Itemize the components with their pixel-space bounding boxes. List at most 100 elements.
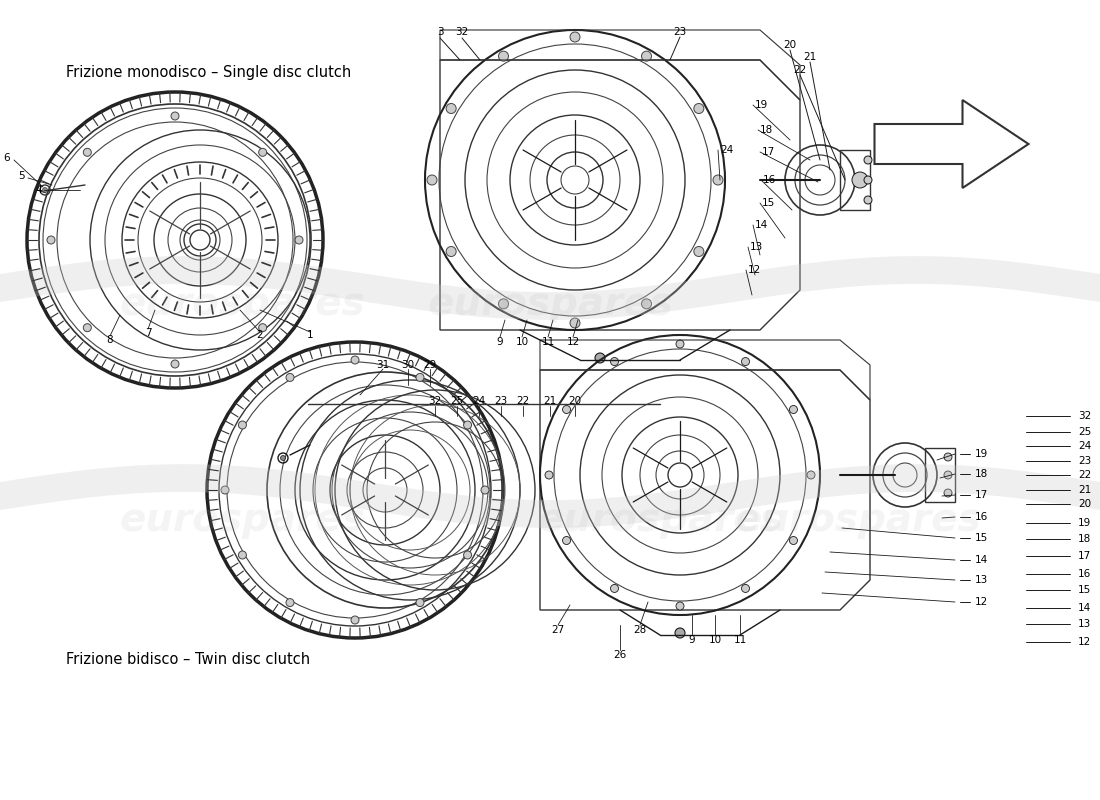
Text: 28: 28 [634, 625, 647, 635]
Text: 17: 17 [762, 147, 776, 157]
Text: 17: 17 [975, 490, 988, 500]
Circle shape [481, 486, 490, 494]
Circle shape [944, 489, 952, 497]
Circle shape [944, 471, 952, 479]
Circle shape [641, 51, 651, 61]
Text: 9: 9 [689, 635, 695, 645]
Text: 14: 14 [755, 220, 768, 230]
Text: 21: 21 [1078, 485, 1091, 494]
Text: 30: 30 [402, 360, 415, 370]
Text: eurospares: eurospares [119, 285, 365, 323]
Text: 25: 25 [1078, 427, 1091, 437]
Text: 25: 25 [450, 396, 463, 406]
Text: eurospares: eurospares [427, 285, 673, 323]
Text: eurospares: eurospares [735, 501, 981, 539]
Text: 18: 18 [975, 469, 988, 479]
Text: 2: 2 [256, 330, 263, 340]
Circle shape [807, 471, 815, 479]
Circle shape [47, 236, 55, 244]
Text: 13: 13 [1078, 619, 1091, 629]
Text: 3: 3 [437, 27, 443, 37]
Text: 22: 22 [1078, 470, 1091, 480]
Circle shape [790, 537, 798, 545]
Text: eurospares: eurospares [537, 501, 783, 539]
Circle shape [852, 172, 868, 188]
Circle shape [694, 103, 704, 114]
Circle shape [544, 471, 553, 479]
Text: 11: 11 [541, 337, 554, 347]
Text: 6: 6 [3, 153, 10, 163]
Circle shape [286, 374, 294, 382]
Circle shape [570, 318, 580, 328]
Text: 24: 24 [472, 396, 485, 406]
Text: 13: 13 [975, 575, 988, 585]
Text: 14: 14 [1078, 603, 1091, 613]
Text: 23: 23 [494, 396, 507, 406]
Circle shape [864, 176, 872, 184]
Text: 15: 15 [975, 533, 988, 543]
Text: 18: 18 [760, 125, 773, 135]
Text: 24: 24 [720, 145, 734, 155]
Text: 5: 5 [19, 171, 25, 181]
Circle shape [498, 299, 508, 309]
Text: 1: 1 [307, 330, 314, 340]
Text: 12: 12 [748, 265, 761, 275]
Text: 15: 15 [762, 198, 776, 208]
Text: 21: 21 [803, 52, 816, 62]
Text: Frizione bidisco – Twin disc clutch: Frizione bidisco – Twin disc clutch [66, 653, 310, 667]
Text: 19: 19 [975, 449, 988, 459]
Text: 19: 19 [1078, 518, 1091, 528]
Circle shape [713, 175, 723, 185]
Circle shape [610, 358, 618, 366]
Circle shape [447, 246, 456, 257]
Circle shape [286, 598, 294, 606]
Text: 12: 12 [975, 597, 988, 607]
Text: 4: 4 [35, 185, 42, 195]
Circle shape [641, 299, 651, 309]
Circle shape [463, 551, 472, 559]
Text: 23: 23 [673, 27, 686, 37]
Circle shape [676, 340, 684, 348]
Text: 26: 26 [614, 650, 627, 660]
Circle shape [562, 537, 571, 545]
Text: 22: 22 [516, 396, 529, 406]
Text: 10: 10 [708, 635, 722, 645]
Text: 32: 32 [428, 396, 441, 406]
Circle shape [675, 628, 685, 638]
Circle shape [562, 406, 571, 414]
Text: 16: 16 [975, 512, 988, 522]
Text: 20: 20 [569, 396, 582, 406]
Circle shape [864, 156, 872, 164]
Circle shape [295, 236, 302, 244]
Circle shape [427, 175, 437, 185]
Circle shape [570, 32, 580, 42]
Circle shape [694, 246, 704, 257]
Text: 16: 16 [763, 175, 777, 185]
Circle shape [239, 421, 246, 429]
Text: 12: 12 [566, 337, 580, 347]
Text: 20: 20 [783, 40, 796, 50]
Text: Frizione monodisco – Single disc clutch: Frizione monodisco – Single disc clutch [66, 65, 351, 79]
Circle shape [280, 455, 286, 461]
Circle shape [416, 374, 424, 382]
Text: eurospares: eurospares [119, 501, 365, 539]
Text: 20: 20 [1078, 499, 1091, 509]
Circle shape [351, 616, 359, 624]
Circle shape [447, 103, 456, 114]
Text: 16: 16 [1078, 569, 1091, 578]
Circle shape [239, 551, 246, 559]
Text: 19: 19 [755, 100, 768, 110]
Text: 15: 15 [1078, 586, 1091, 595]
Text: 14: 14 [975, 555, 988, 565]
Text: 10: 10 [516, 337, 529, 347]
Text: 13: 13 [750, 242, 763, 252]
Circle shape [498, 51, 508, 61]
Circle shape [864, 196, 872, 204]
Text: 18: 18 [1078, 534, 1091, 544]
Text: 23: 23 [1078, 456, 1091, 466]
Text: 7: 7 [145, 328, 152, 338]
Circle shape [944, 453, 952, 461]
Circle shape [676, 602, 684, 610]
Circle shape [43, 187, 47, 193]
Text: 24: 24 [1078, 442, 1091, 451]
